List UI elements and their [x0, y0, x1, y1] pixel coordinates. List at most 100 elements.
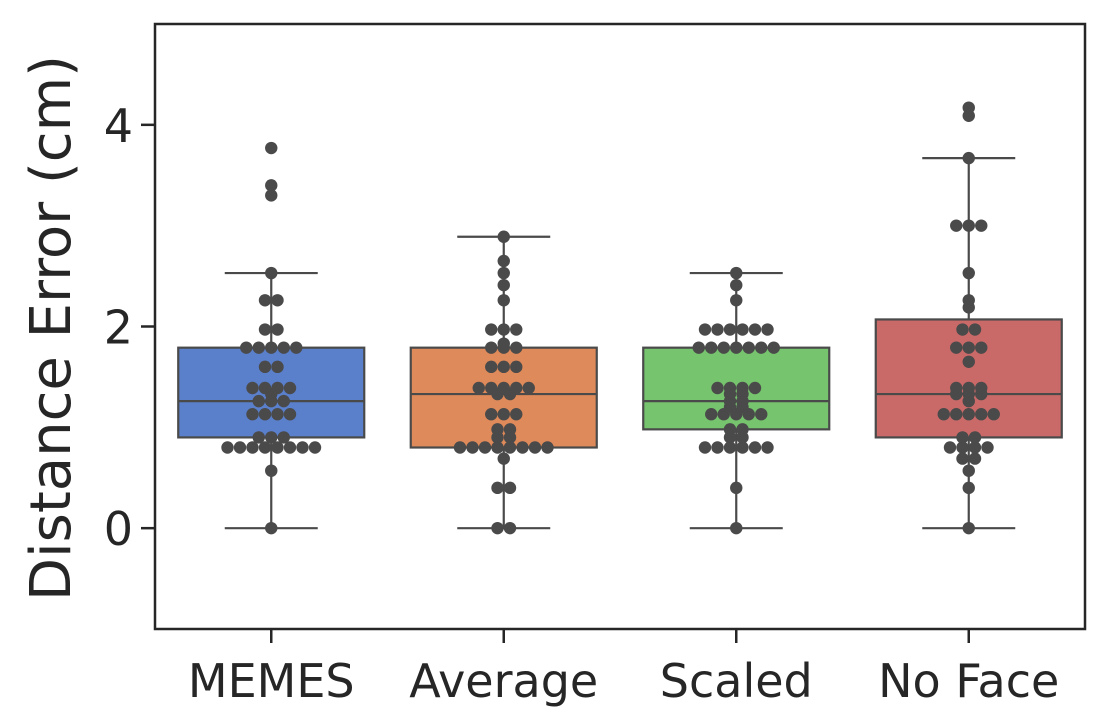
data-point	[497, 408, 510, 421]
data-point	[698, 441, 712, 454]
data-point	[497, 381, 510, 395]
data-point	[283, 441, 297, 454]
data-point	[478, 441, 492, 454]
data-point	[528, 441, 542, 454]
data-point	[265, 189, 278, 202]
data-point	[956, 441, 969, 454]
data-point	[296, 441, 309, 454]
data-point	[730, 266, 743, 280]
data-point	[497, 452, 510, 465]
data-point	[277, 341, 290, 354]
data-point	[258, 381, 272, 395]
data-point	[937, 408, 950, 421]
data-point	[767, 341, 780, 354]
data-point	[717, 341, 730, 354]
data-point	[711, 381, 724, 395]
data-point	[503, 521, 517, 535]
data-point	[968, 441, 982, 454]
data-point	[221, 441, 234, 454]
data-point	[730, 278, 743, 292]
data-point	[265, 341, 278, 354]
data-point	[730, 341, 743, 354]
data-point	[975, 219, 988, 232]
data-point	[271, 381, 284, 395]
data-point	[503, 441, 517, 454]
data-point	[497, 323, 510, 336]
data-point	[265, 179, 278, 192]
data-point	[290, 341, 303, 354]
data-point	[252, 341, 265, 354]
data-point	[962, 355, 975, 368]
data-point	[698, 323, 712, 336]
data-point	[497, 266, 510, 280]
data-point	[748, 323, 762, 336]
data-point	[491, 423, 504, 436]
points-layer	[221, 101, 1000, 535]
data-point	[258, 408, 272, 421]
data-point	[497, 230, 510, 243]
data-point	[987, 408, 1000, 421]
data-point	[265, 521, 278, 535]
data-point	[742, 341, 755, 354]
data-point	[265, 464, 278, 477]
data-point	[968, 452, 982, 465]
data-point	[711, 323, 724, 336]
data-point	[705, 408, 718, 421]
data-point	[271, 294, 284, 307]
data-point	[962, 294, 975, 307]
data-point	[748, 381, 762, 395]
data-point	[485, 323, 498, 336]
data-point	[761, 323, 774, 336]
data-point	[485, 341, 498, 354]
data-point	[723, 423, 737, 436]
data-point	[730, 521, 743, 535]
data-point	[491, 521, 504, 535]
data-point	[510, 408, 523, 421]
data-point	[968, 323, 982, 336]
data-point	[736, 381, 749, 395]
data-point	[497, 278, 510, 292]
points-scaled	[692, 266, 780, 535]
x-tick-label: MEMES	[188, 654, 355, 708]
data-point	[730, 294, 743, 307]
data-point	[950, 381, 963, 395]
data-point	[962, 464, 975, 477]
data-point	[723, 323, 737, 336]
data-point	[466, 441, 479, 454]
y-tick-label: 0	[104, 502, 133, 556]
x-tick-label: Scaled	[660, 654, 813, 708]
data-point	[240, 341, 253, 354]
data-point	[522, 381, 535, 395]
data-point	[277, 431, 290, 444]
data-point	[258, 294, 272, 307]
data-point	[497, 294, 510, 307]
data-point	[736, 441, 749, 454]
data-point	[962, 266, 975, 280]
data-point	[975, 341, 988, 354]
data-point	[252, 431, 265, 444]
data-point	[755, 341, 768, 354]
data-point	[975, 408, 988, 421]
data-point	[950, 341, 963, 354]
data-point	[252, 394, 265, 408]
data-point	[503, 423, 517, 436]
data-point	[271, 360, 284, 374]
data-point	[277, 394, 290, 408]
data-point	[943, 441, 957, 454]
data-point	[541, 441, 554, 454]
data-point	[956, 323, 969, 336]
data-point	[497, 337, 510, 350]
data-point	[730, 481, 743, 495]
data-point	[736, 323, 749, 336]
data-point	[705, 341, 718, 354]
data-point	[950, 408, 963, 421]
data-point	[956, 431, 969, 444]
data-point	[258, 323, 272, 336]
data-point	[723, 381, 737, 395]
data-point	[755, 408, 768, 421]
data-point	[950, 219, 963, 232]
points-no-face	[937, 101, 1000, 535]
data-point	[962, 101, 975, 114]
y-axis-title: Distance Error (cm)	[19, 55, 84, 601]
points-average	[453, 230, 554, 535]
